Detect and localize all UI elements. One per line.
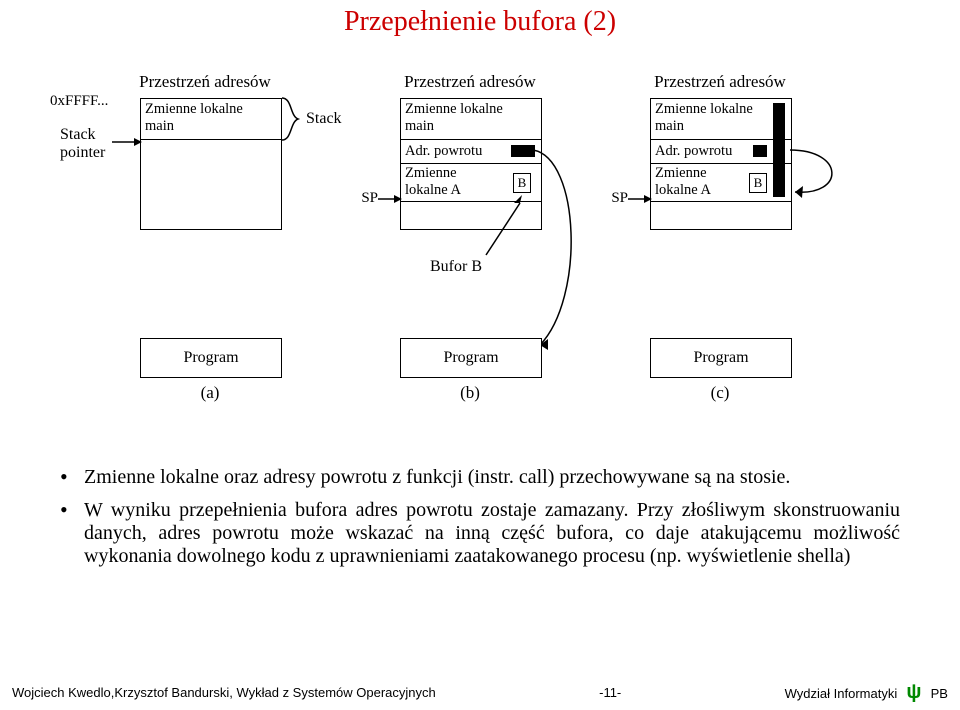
b-adr-ret-mark [511,145,535,157]
c-adr-label: Adr. powrotu [655,143,732,160]
mem-box-b: Zmienne lokalne main Adr. powrotu Zmienn… [400,98,542,230]
buforB-label: Bufor B [430,258,482,276]
col-header-3: Przestrzeń adresów [635,72,805,92]
c-adr-ret-mark [753,145,767,157]
arrow-sp-b [378,195,402,205]
b-B-box: B [513,173,531,193]
bullet-2: • W wyniku przepełnienia bufora adres po… [60,499,900,568]
col-header-1: Przestrzeń adresów [120,72,290,92]
brace-stack [282,98,308,140]
c-locA-label: Zmiennelokalne A [655,165,711,198]
mem-box-a: Zmienne lokalne main [140,98,282,230]
below-c: (c) [650,383,790,403]
below-a: (a) [140,383,280,403]
bullet-1-text: Zmienne lokalne oraz adresy powrotu z fu… [84,466,790,489]
c-main-label: Zmienne lokalne main [655,101,787,134]
footer-right: Wydział Informatyki ψ PB [785,681,948,704]
bullet-2-text: W wyniku przepełnienia bufora adres powr… [84,499,900,568]
c-B-box: B [749,173,767,193]
bullet-dot: • [60,499,84,568]
page-title: Przepełnienie bufora (2) [0,0,960,38]
prog-box-b: Program [400,338,542,378]
a-main-label: Zmienne lokalne main [145,101,277,134]
topaddr-label: 0xFFFF... [50,93,135,110]
sp-label-b: SP [356,190,378,207]
footer-mid: -11- [599,685,621,700]
pb-logo: ψ [901,681,927,703]
stack-pointer-label: Stackpointer [60,126,120,161]
bullet-1: • Zmienne lokalne oraz adresy powrotu z … [60,466,900,489]
arrow-sp-c [628,195,652,205]
mem-box-c: Zmienne lokalne main Adr. powrotu Zmienn… [650,98,792,230]
prog-box-c: Program [650,338,792,378]
b-adr-label: Adr. powrotu [405,143,482,160]
col-header-2: Przestrzeń adresów [385,72,555,92]
overflow-bar [773,103,785,197]
footer-left: Wojciech Kwedlo,Krzysztof Bandurski, Wyk… [12,685,436,700]
footer: Wojciech Kwedlo,Krzysztof Bandurski, Wyk… [12,681,948,704]
bullets: • Zmienne lokalne oraz adresy powrotu z … [60,466,900,578]
prog-box-a: Program [140,338,282,378]
bullet-dot: • [60,466,84,489]
sp-label-c: SP [606,190,628,207]
b-locA-label: Zmiennelokalne A [405,165,461,198]
below-b: (b) [400,383,540,403]
brace-stack-label: Stack [306,110,342,128]
b-main-label: Zmienne lokalne main [405,101,537,134]
